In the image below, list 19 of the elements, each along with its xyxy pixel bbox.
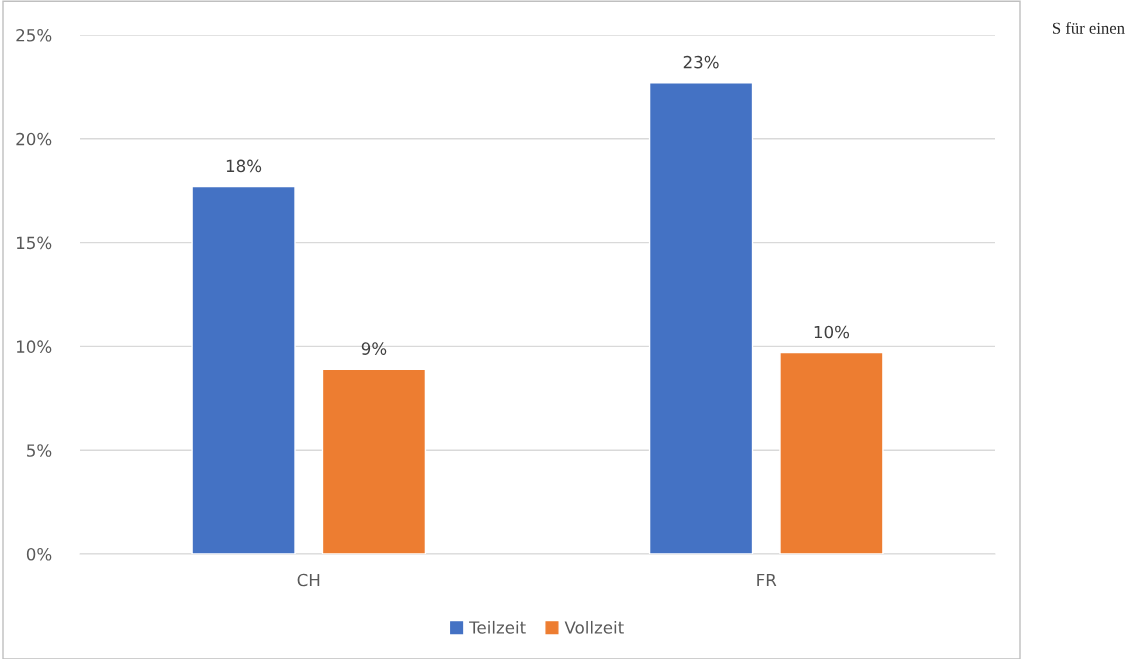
x-tick-label: FR — [757, 573, 777, 587]
bar — [648, 82, 754, 554]
legend-label: Vollzeit — [564, 620, 624, 634]
y-tick-label: 0% — [26, 547, 52, 561]
legend-label: Teilzeit — [469, 620, 526, 634]
data-label: 18% — [226, 159, 262, 173]
bar — [321, 368, 427, 554]
y-tick-label: 15% — [17, 236, 52, 250]
y-tick-label: 25% — [16, 28, 52, 42]
data-label: 10% — [814, 325, 850, 339]
y-tick-label: 20% — [16, 132, 52, 146]
x-tick-label: CH — [297, 573, 320, 587]
bar — [191, 185, 296, 554]
y-tick-label: 5% — [27, 444, 52, 457]
bar — [779, 351, 884, 554]
data-label: 23% — [683, 55, 719, 69]
text: S für einen — [1052, 21, 1125, 34]
y-tick-label: 10% — [17, 340, 52, 353]
data-label: 9% — [361, 342, 387, 355]
